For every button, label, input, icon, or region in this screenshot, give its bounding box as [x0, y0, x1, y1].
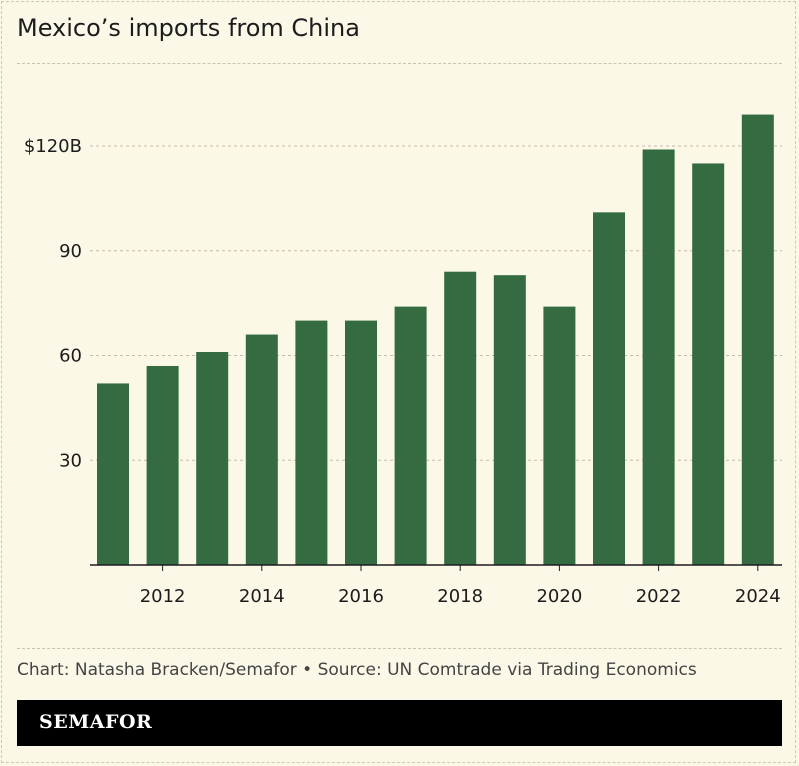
brand-bar: SEMAFOR: [17, 700, 782, 746]
x-tick-label: 2018: [437, 586, 483, 607]
y-tick-label: 60: [59, 346, 82, 367]
bar-chart: 30 60 90 $120B 2012 2014 2016 2018 2020 2022 2024: [24, 114, 782, 607]
bar-2024: [741, 114, 774, 565]
y-tick-label: $120B: [24, 136, 82, 157]
x-tick-label: 2016: [338, 586, 384, 607]
x-tick-label: 2024: [735, 586, 781, 607]
bar-2016: [345, 320, 377, 565]
x-tick-label: 2014: [239, 586, 285, 607]
divider: [17, 63, 782, 64]
bar-2011: [97, 383, 129, 565]
x-tick-label: 2022: [636, 586, 682, 607]
semafor-logo: SEMAFOR: [39, 711, 153, 733]
bar-2023: [692, 163, 725, 566]
x-tick-label: 2020: [536, 586, 582, 607]
divider: [17, 648, 782, 649]
bar-2019: [493, 275, 526, 565]
y-tick-label: 90: [59, 241, 82, 262]
bar-2015: [295, 320, 328, 565]
chart-title: Mexico’s imports from China: [17, 14, 360, 42]
bar-2018: [444, 271, 477, 565]
bar-2020: [543, 306, 576, 565]
bar-2021: [593, 212, 625, 565]
bar-2014: [245, 334, 278, 565]
bar-2013: [196, 352, 229, 565]
y-tick-label: 30: [59, 450, 82, 471]
bar-2017: [394, 306, 427, 565]
bar-2012: [146, 365, 179, 565]
chart-credit: Chart: Natasha Bracken/Semafor • Source:…: [17, 660, 697, 680]
x-tick-label: 2012: [140, 586, 186, 607]
bar-2022: [642, 149, 675, 565]
